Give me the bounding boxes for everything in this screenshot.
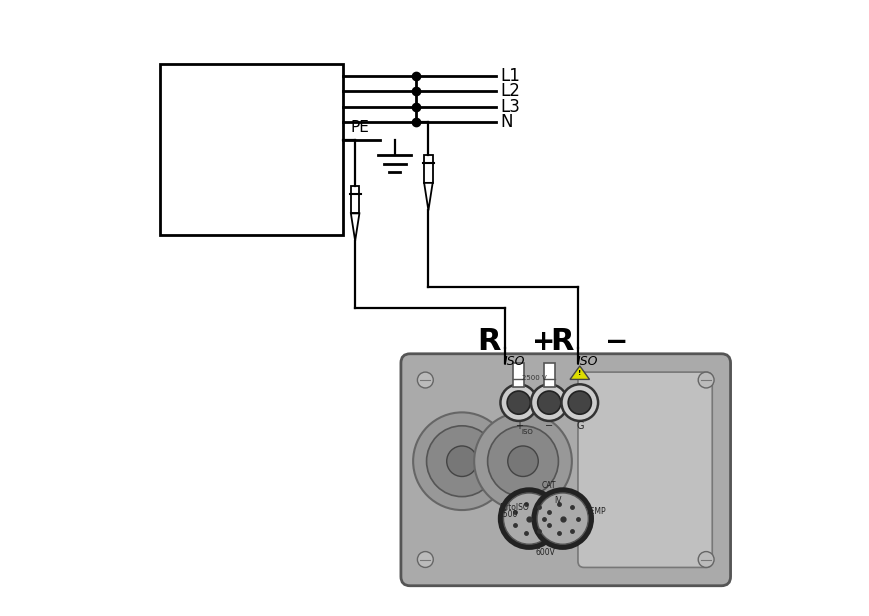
Circle shape xyxy=(507,446,538,477)
Circle shape xyxy=(417,372,434,388)
Circle shape xyxy=(417,551,434,567)
Text: $\mathbf{R}$: $\mathbf{R}$ xyxy=(477,327,501,356)
Text: N: N xyxy=(501,113,513,131)
Text: L2: L2 xyxy=(501,83,521,100)
Text: !: ! xyxy=(578,370,581,376)
Text: ISO: ISO xyxy=(503,355,525,368)
Text: −: − xyxy=(545,421,554,431)
Text: −: − xyxy=(606,328,628,355)
Circle shape xyxy=(488,426,559,496)
Bar xyxy=(514,363,524,387)
Text: TEMP: TEMP xyxy=(586,507,607,516)
FancyBboxPatch shape xyxy=(578,372,713,567)
FancyBboxPatch shape xyxy=(401,354,731,586)
Text: IV: IV xyxy=(554,496,561,505)
Bar xyxy=(424,155,433,183)
Polygon shape xyxy=(570,366,589,379)
Circle shape xyxy=(698,551,714,567)
Text: +: + xyxy=(532,328,555,355)
Text: AutoISO: AutoISO xyxy=(499,503,529,512)
Circle shape xyxy=(533,488,593,548)
Text: G: G xyxy=(576,421,584,431)
Text: 2500 V: 2500 V xyxy=(521,375,547,381)
Bar xyxy=(544,363,554,387)
Circle shape xyxy=(474,412,572,510)
Text: CAT: CAT xyxy=(541,480,556,490)
Circle shape xyxy=(427,426,497,496)
Circle shape xyxy=(568,391,592,414)
Text: 2500: 2500 xyxy=(499,511,518,519)
Text: L3: L3 xyxy=(501,97,521,116)
Polygon shape xyxy=(351,213,360,241)
Circle shape xyxy=(499,488,559,548)
Circle shape xyxy=(413,412,511,510)
Text: $\mathbf{R}$: $\mathbf{R}$ xyxy=(550,327,575,356)
Circle shape xyxy=(537,493,588,545)
Bar xyxy=(160,64,343,235)
Bar xyxy=(351,186,360,213)
Circle shape xyxy=(698,372,714,388)
Text: 600V: 600V xyxy=(536,548,556,557)
Text: PE: PE xyxy=(350,120,369,136)
Text: ISO: ISO xyxy=(577,355,598,368)
Text: L1: L1 xyxy=(501,67,521,85)
Circle shape xyxy=(531,384,567,421)
Text: ISO: ISO xyxy=(521,429,534,435)
Circle shape xyxy=(503,493,554,545)
Polygon shape xyxy=(424,183,433,210)
Circle shape xyxy=(538,391,561,414)
Circle shape xyxy=(507,391,530,414)
Circle shape xyxy=(501,384,537,421)
Circle shape xyxy=(561,384,598,421)
Circle shape xyxy=(447,446,477,477)
Text: +: + xyxy=(514,421,523,431)
